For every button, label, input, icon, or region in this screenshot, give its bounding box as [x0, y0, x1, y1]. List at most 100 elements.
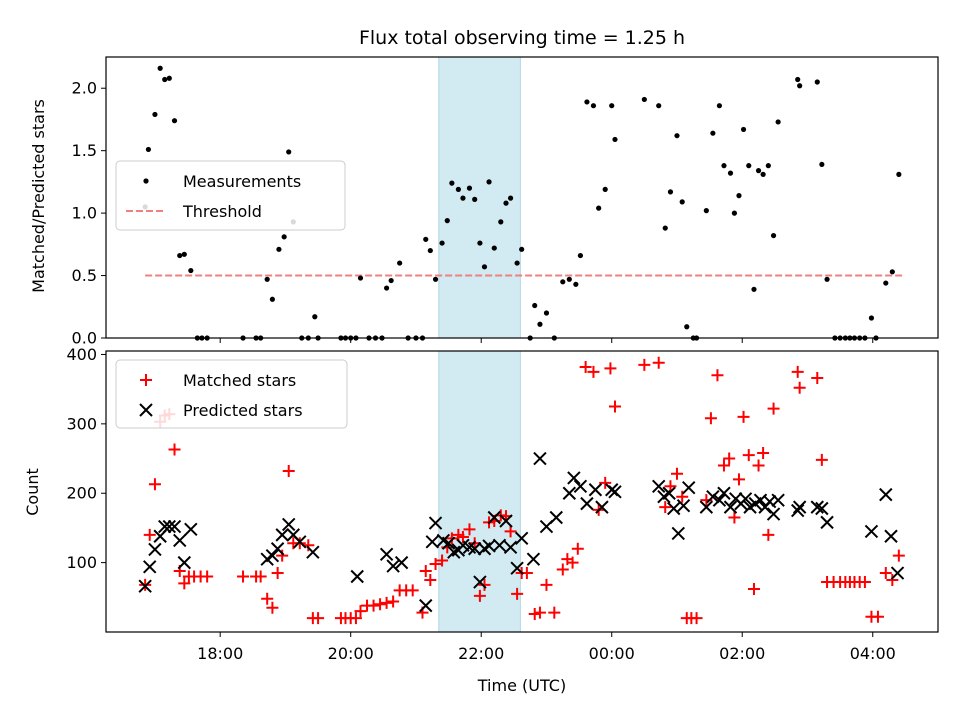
predicted-point: [671, 526, 685, 541]
matched-point: [732, 473, 745, 486]
measurement-point: [819, 161, 825, 168]
measurement-point: [584, 99, 590, 105]
predicted-point: [526, 552, 541, 566]
legend-label-matched: Matched stars: [183, 371, 296, 390]
measurement-point: [423, 236, 429, 242]
measurement-point: [727, 170, 734, 176]
matched-point: [892, 549, 905, 562]
measurement-point: [609, 103, 615, 109]
matched-point: [511, 587, 524, 600]
y-tick-label: 1.0: [72, 204, 97, 223]
measurement-point: [312, 314, 318, 320]
top-y-axis-label: Matched/Predicted stars: [29, 99, 48, 293]
matched-point: [463, 523, 476, 536]
measurement-point: [537, 321, 543, 327]
measurement-point: [472, 196, 478, 202]
predicted-point: [699, 500, 714, 514]
matched-point: [793, 381, 806, 394]
measurement-point: [269, 296, 275, 302]
matched-point: [254, 570, 267, 583]
measurement-point: [181, 251, 187, 257]
measurement-point: [824, 276, 830, 282]
matched-point: [367, 599, 380, 612]
matched-point: [533, 606, 546, 619]
predicted-point: [717, 486, 731, 500]
predicted-point: [723, 500, 738, 514]
measurement-point: [703, 208, 709, 214]
predicted-point: [143, 560, 157, 574]
measurement-point: [466, 185, 473, 191]
matched-point: [791, 365, 804, 378]
predicted-point: [394, 555, 409, 570]
measurement-point: [281, 234, 287, 240]
measurement-point: [276, 246, 282, 252]
x-axis-label: Time (UTC): [477, 676, 566, 695]
top-panel: 0.00.51.01.52.0 Matched/Predicted stars …: [29, 56, 939, 348]
measurement-point: [543, 310, 550, 316]
predicted-point: [573, 479, 588, 494]
matched-point: [201, 570, 214, 583]
measurement-point: [716, 103, 722, 109]
measurement-point: [514, 260, 520, 266]
measurement-point: [264, 276, 270, 282]
predicted-point: [177, 555, 192, 570]
x-tick-label: 22:00: [458, 644, 504, 663]
predicted-point: [350, 569, 364, 584]
measurement-point: [532, 302, 538, 309]
matched-point: [261, 592, 274, 605]
predicted-point: [662, 486, 676, 500]
matched-point: [387, 595, 400, 608]
matched-point: [354, 605, 367, 618]
predicted-point: [293, 535, 307, 549]
predicted-point: [306, 545, 320, 559]
predicted-point: [820, 515, 834, 530]
matched-point: [571, 542, 584, 555]
measurement-point: [477, 240, 483, 246]
matched-point: [556, 563, 569, 576]
predicted-point: [738, 492, 753, 506]
matched-point: [767, 402, 780, 415]
predicted-point: [810, 500, 824, 514]
matched-point: [148, 478, 161, 491]
predicted-point: [503, 540, 518, 555]
matched-point: [723, 452, 736, 465]
predicted-point: [510, 561, 524, 575]
legend-marker-matched: [140, 374, 152, 386]
measurement-point: [162, 76, 168, 83]
measurement-point: [427, 247, 433, 254]
matched-point: [237, 570, 250, 583]
matched-point: [424, 573, 437, 586]
matched-point: [456, 530, 469, 543]
predicted-point: [712, 493, 727, 507]
matched-point: [143, 528, 156, 541]
measurements-layer: [142, 65, 902, 341]
measurement-point: [444, 218, 450, 224]
predicted-point: [386, 559, 400, 573]
measurement-point: [760, 171, 766, 177]
legend-marker-measurements: [143, 178, 149, 184]
measurement-point: [721, 163, 727, 169]
predicted-point: [879, 487, 893, 502]
measurement-point: [145, 146, 152, 153]
bottom-legend-box: [115, 359, 348, 429]
matched-point: [406, 584, 419, 597]
matched-point: [271, 567, 284, 580]
matched-point: [604, 362, 617, 375]
y-tick-label: 200: [66, 484, 97, 503]
y-tick-label: 0.5: [72, 266, 97, 285]
matched-point: [429, 558, 442, 571]
matched-point: [548, 606, 561, 619]
measurement-point: [656, 103, 662, 109]
measurement-point: [152, 111, 158, 118]
measurement-point: [439, 240, 445, 246]
measurement-point: [157, 65, 163, 71]
measurement-point: [449, 180, 455, 186]
top-x-ticks: [219, 338, 874, 343]
x-tick-label: 00:00: [589, 644, 635, 663]
predicted-point: [595, 500, 609, 514]
predicted-point: [487, 510, 501, 525]
matched-point: [504, 525, 517, 538]
matched-point: [879, 567, 892, 580]
measurement-point: [612, 136, 618, 143]
predicted-point: [148, 542, 162, 557]
